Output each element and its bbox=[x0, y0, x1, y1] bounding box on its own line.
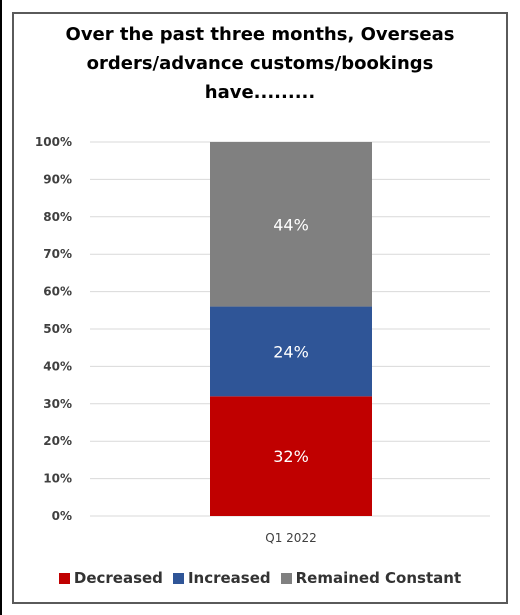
y-tick-label: 60% bbox=[43, 285, 72, 299]
data-label: 24% bbox=[273, 342, 309, 361]
y-tick-label: 10% bbox=[43, 472, 72, 486]
bar-segment-increased bbox=[210, 306, 372, 397]
y-tick-label: 100% bbox=[35, 135, 72, 149]
legend-label: Increased bbox=[187, 569, 271, 587]
legend-label: Decreased bbox=[73, 569, 163, 587]
legend-item: Remained Constant bbox=[280, 569, 462, 587]
y-tick-label: 90% bbox=[43, 172, 72, 186]
data-label: 32% bbox=[273, 447, 309, 466]
y-tick-label: 0% bbox=[52, 509, 72, 523]
x-category-label: Q1 2022 bbox=[265, 531, 316, 545]
chart-legend: Decreased Increased Remained Constant bbox=[0, 569, 520, 587]
legend-swatch bbox=[280, 573, 292, 584]
y-tick-label: 40% bbox=[43, 359, 72, 373]
bar-segment-decreased bbox=[210, 396, 372, 516]
legend-label: Remained Constant bbox=[295, 569, 462, 587]
legend-item: Decreased bbox=[58, 569, 163, 587]
legend-swatch bbox=[58, 573, 70, 584]
window-edge bbox=[0, 0, 2, 615]
y-tick-label: 50% bbox=[43, 322, 72, 336]
bar-segment-remained-constant bbox=[210, 142, 372, 307]
y-tick-label: 20% bbox=[43, 434, 72, 448]
data-label: 44% bbox=[273, 215, 309, 234]
y-tick-label: 30% bbox=[43, 397, 72, 411]
legend-item: Increased bbox=[172, 569, 271, 587]
y-tick-label: 70% bbox=[43, 247, 72, 261]
chart-title: Over the past three months, Overseas ord… bbox=[65, 24, 455, 103]
y-tick-label: 80% bbox=[43, 210, 72, 224]
legend-swatch bbox=[172, 573, 184, 584]
